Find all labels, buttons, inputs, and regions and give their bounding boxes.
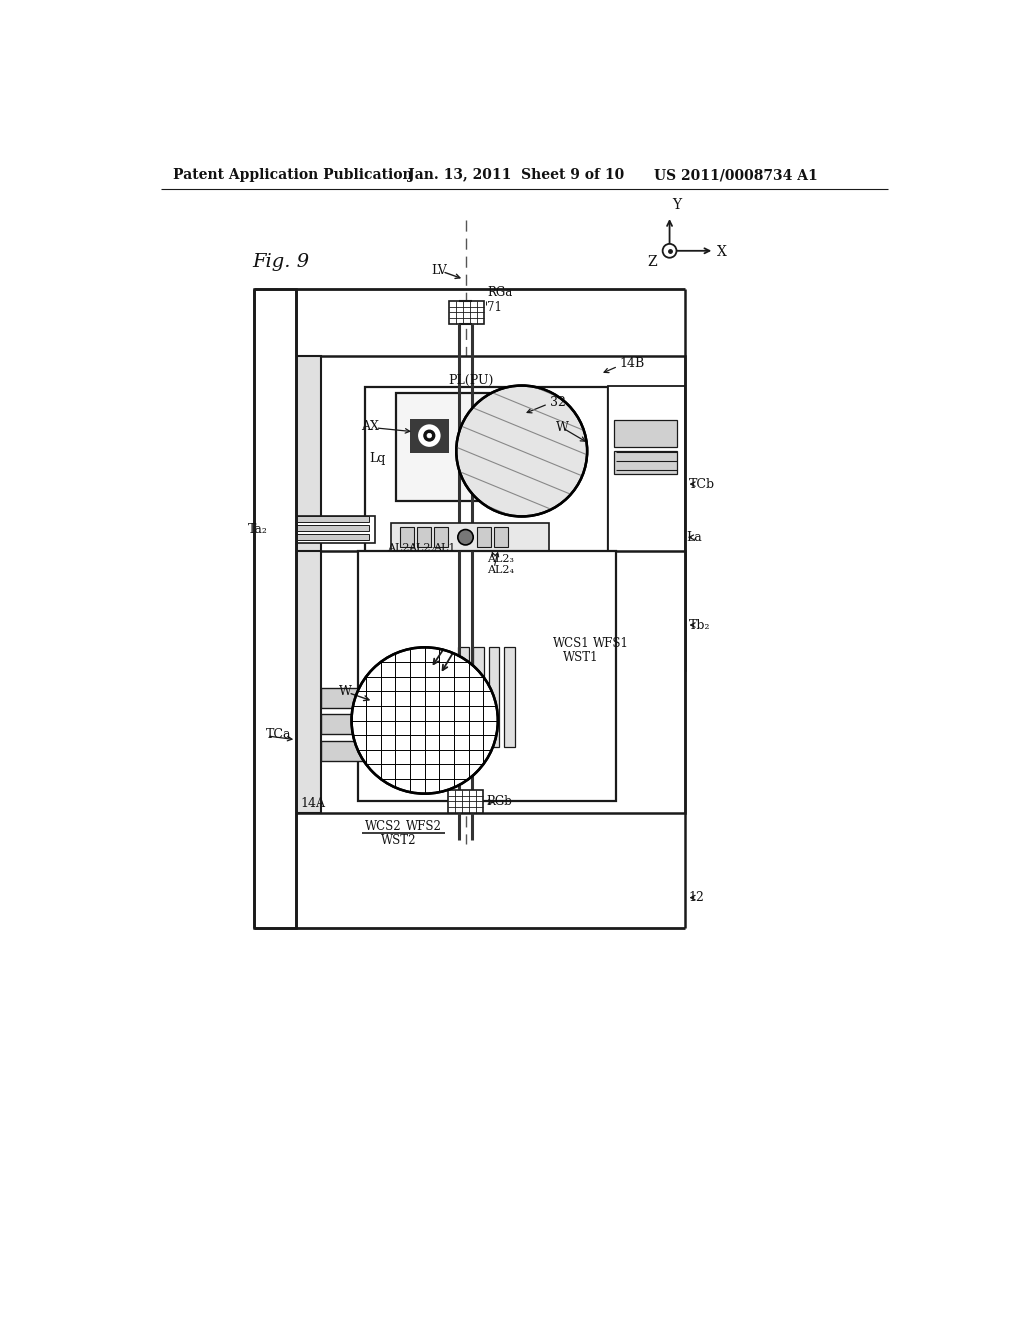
Circle shape	[427, 433, 432, 438]
Text: W: W	[339, 685, 351, 698]
Text: Patent Application Publication: Patent Application Publication	[173, 169, 413, 182]
Circle shape	[663, 244, 677, 257]
Bar	[296, 552, 321, 813]
Text: WCS2: WCS2	[366, 820, 402, 833]
Bar	[614, 618, 677, 632]
Text: WFS1: WFS1	[593, 638, 629, 649]
Text: 14A: 14A	[300, 797, 325, 810]
Text: Y: Y	[672, 198, 681, 213]
Circle shape	[351, 647, 498, 793]
Bar	[357, 552, 615, 801]
Bar	[276, 516, 370, 521]
Bar	[458, 647, 469, 747]
Bar	[410, 418, 449, 453]
Text: Fig. 9: Fig. 9	[252, 253, 309, 272]
Bar	[608, 614, 685, 636]
Text: AL1: AL1	[433, 543, 456, 553]
Text: AL2₂: AL2₂	[408, 543, 434, 553]
Bar	[434, 527, 447, 548]
Text: AL2₃: AL2₃	[487, 554, 514, 564]
Text: X: X	[717, 246, 727, 259]
Circle shape	[417, 424, 441, 447]
Bar	[608, 385, 685, 612]
Text: Lq: Lq	[370, 453, 386, 465]
Bar	[366, 387, 608, 660]
Bar	[276, 525, 370, 531]
Text: AX: AX	[361, 420, 380, 433]
Bar	[473, 647, 484, 747]
Bar	[321, 714, 390, 734]
Bar	[254, 289, 296, 928]
Text: WST1: WST1	[562, 651, 598, 664]
Text: W: W	[556, 421, 569, 434]
Text: Jan. 13, 2011  Sheet 9 of 10: Jan. 13, 2011 Sheet 9 of 10	[408, 169, 624, 182]
Circle shape	[457, 385, 587, 516]
Bar	[447, 789, 483, 813]
Text: La: La	[686, 531, 702, 544]
Text: TCa: TCa	[266, 727, 292, 741]
Bar	[504, 647, 515, 747]
Text: 71: 71	[487, 301, 502, 314]
Bar	[321, 688, 390, 708]
Bar	[296, 356, 321, 671]
Text: WFS2: WFS2	[407, 820, 442, 833]
Text: 32: 32	[550, 396, 566, 409]
Bar	[494, 527, 508, 548]
Bar	[296, 552, 685, 813]
Bar	[449, 301, 484, 323]
Bar	[273, 516, 375, 544]
Text: RGb: RGb	[486, 795, 512, 808]
Text: AL2₁: AL2₁	[387, 543, 414, 553]
Text: Z: Z	[648, 255, 657, 269]
Text: Tb₂: Tb₂	[689, 619, 711, 631]
Bar	[488, 647, 500, 747]
Bar	[400, 527, 414, 548]
Text: AL2₄: AL2₄	[487, 565, 514, 574]
Bar	[321, 741, 390, 760]
Bar	[296, 356, 685, 671]
Circle shape	[424, 430, 435, 441]
Bar	[391, 524, 549, 552]
Text: WST2: WST2	[381, 834, 417, 847]
Text: 12: 12	[689, 891, 705, 904]
Text: 14B: 14B	[620, 358, 645, 371]
Text: RGa: RGa	[487, 286, 512, 300]
Text: US 2011/0008734 A1: US 2011/0008734 A1	[654, 169, 818, 182]
Bar	[417, 527, 431, 548]
Bar	[614, 420, 677, 447]
Bar	[614, 451, 677, 474]
Circle shape	[458, 529, 473, 545]
Text: Ta₂: Ta₂	[248, 523, 267, 536]
Text: WCS1: WCS1	[553, 638, 589, 649]
Bar	[276, 535, 370, 540]
Text: LV: LV	[431, 264, 446, 277]
Bar	[396, 393, 547, 502]
Text: TCb: TCb	[689, 478, 715, 491]
Bar	[477, 527, 490, 548]
Text: PL(PU): PL(PU)	[449, 374, 494, 387]
